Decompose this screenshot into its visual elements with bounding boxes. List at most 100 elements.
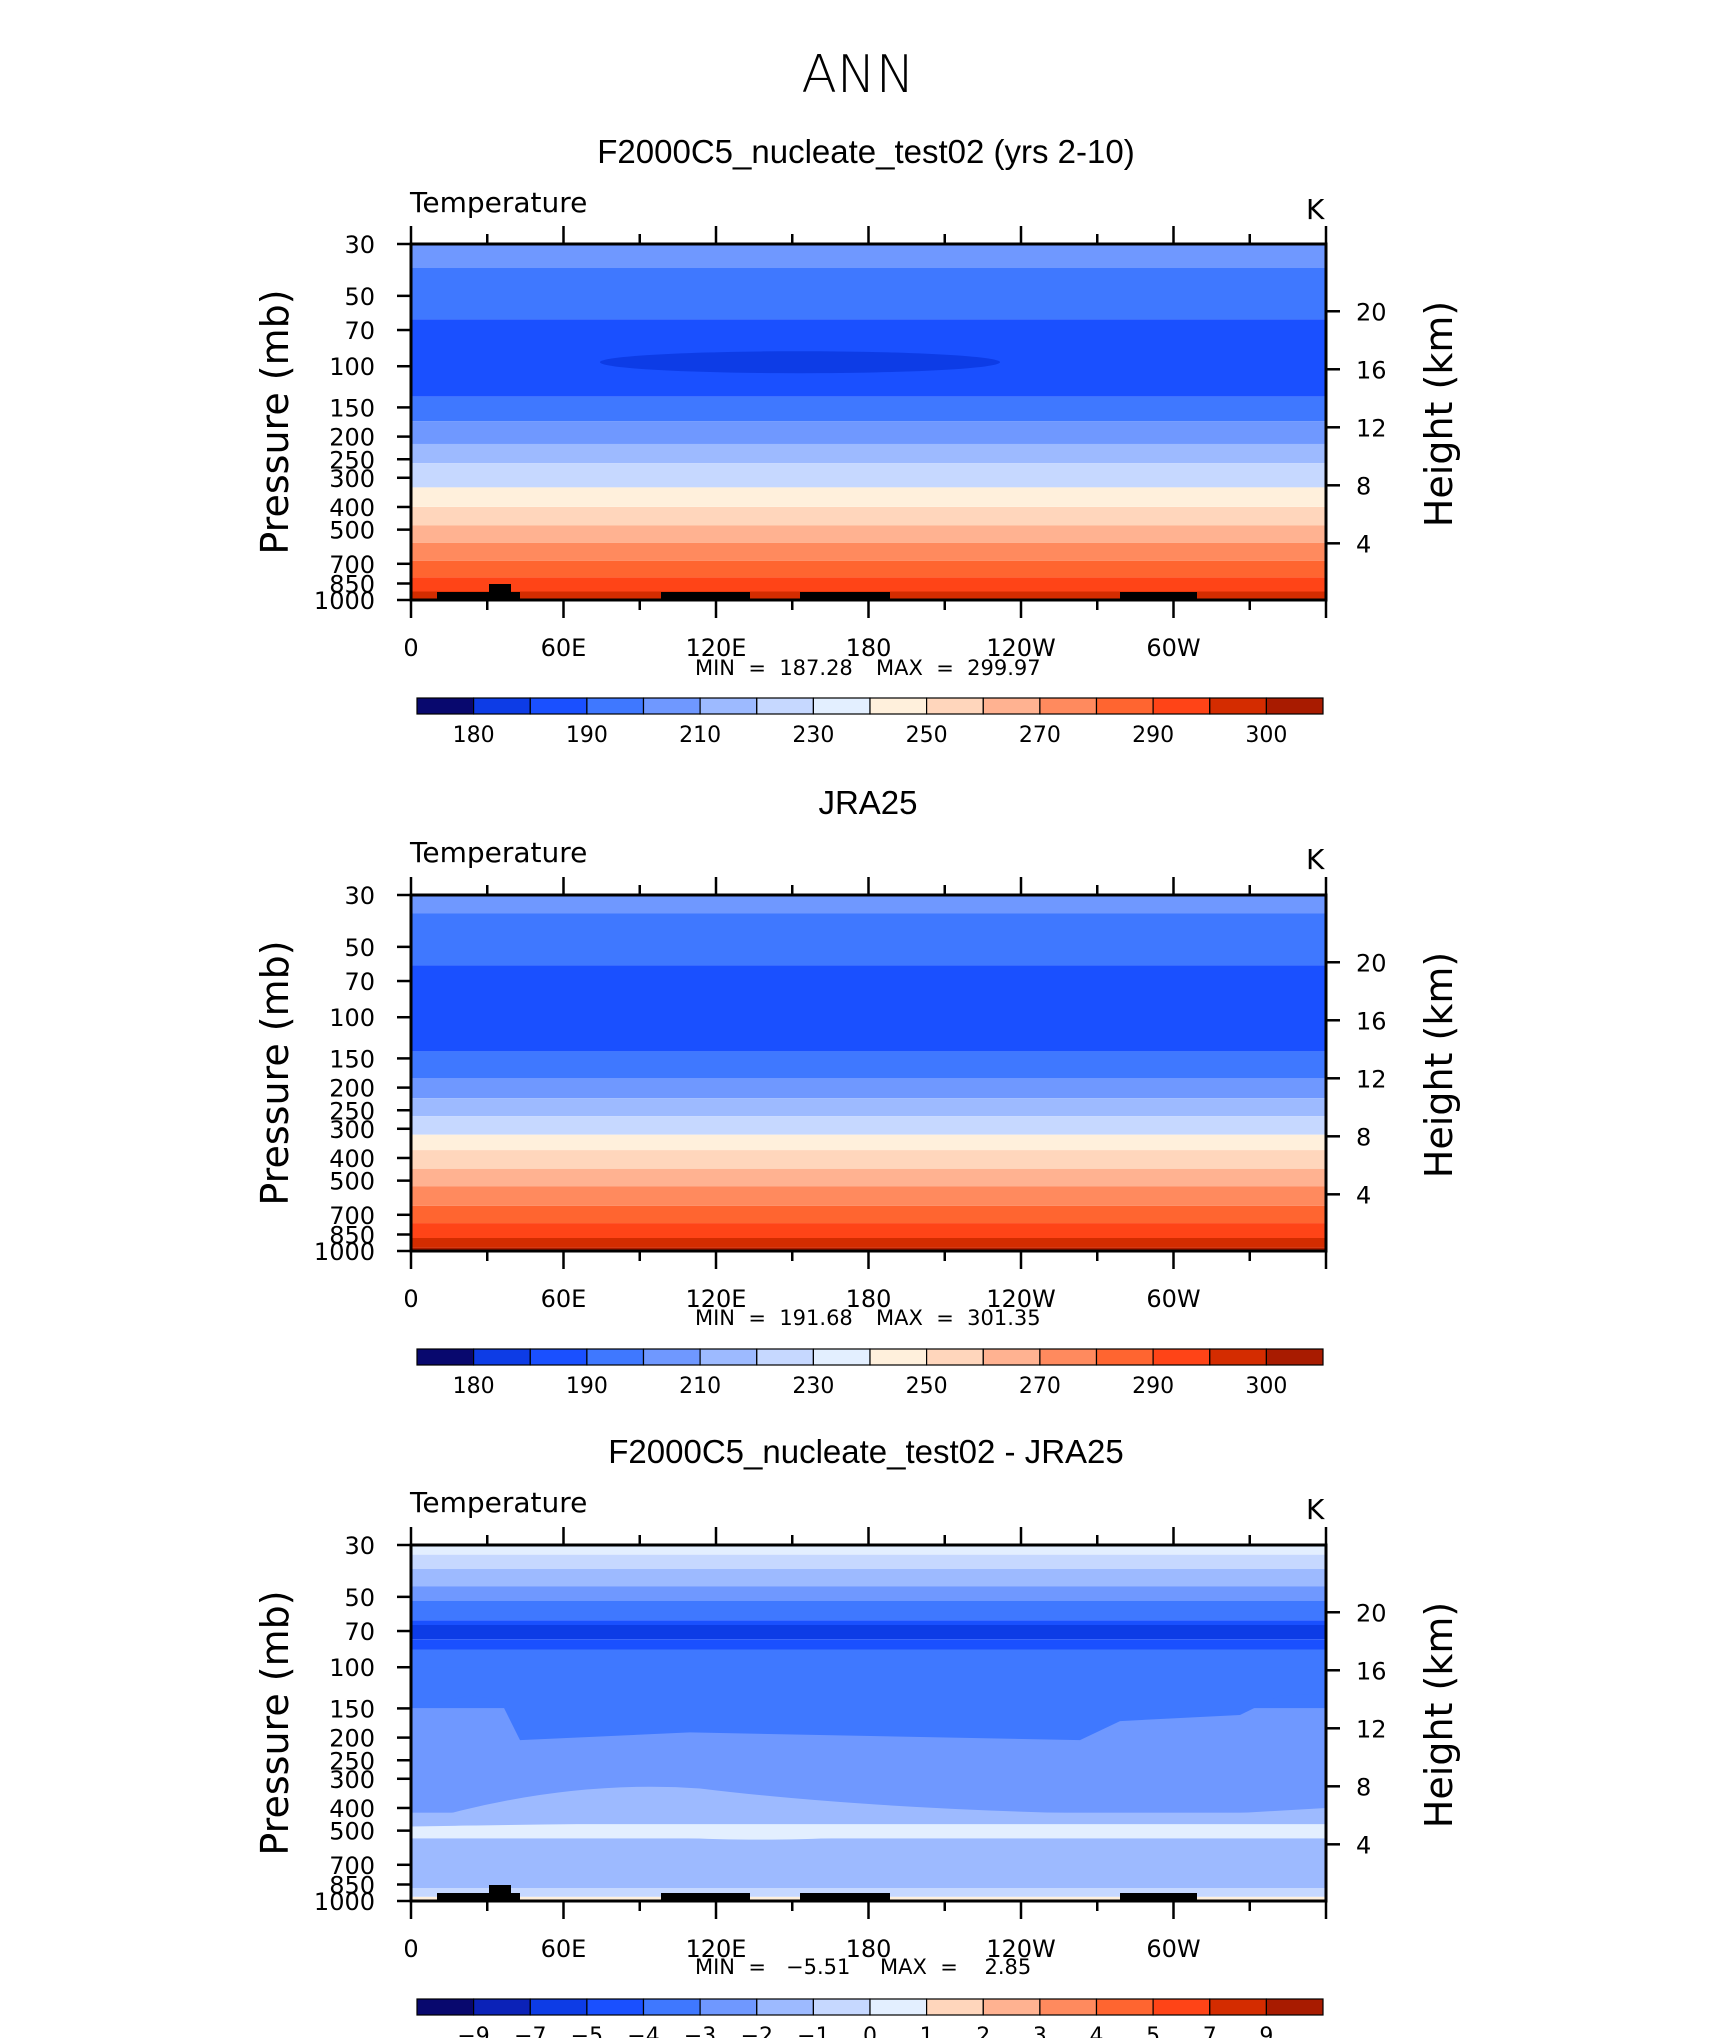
y-tick-label: 50: [344, 934, 375, 962]
height-tick-label: 12: [1356, 1065, 1387, 1093]
contour-band: [411, 542, 1326, 561]
y-tick-label: 30: [344, 1532, 375, 1560]
colorbar-box: [982, 1998, 1041, 2016]
right-axis-title: Height (km): [1417, 952, 1461, 1178]
units-label: K: [1306, 193, 1325, 226]
panel-title: F2000C5_nucleate_test02 - JRA25: [608, 1433, 1124, 1470]
colorbar-box: [812, 697, 871, 715]
height-tick-label: 20: [1356, 949, 1387, 977]
height-tick-label: 4: [1356, 530, 1371, 558]
y-tick-label: 250: [329, 1747, 375, 1775]
y-tick-label: 1000: [314, 587, 375, 615]
topography-mask: [1120, 1893, 1197, 1901]
panel-title: F2000C5_nucleate_test02 (yrs 2-10): [597, 133, 1134, 170]
contour-band: [411, 1078, 1326, 1099]
colorbar-box: [869, 1998, 928, 2016]
topography-mask: [800, 1893, 890, 1901]
colorbar-label: 190: [566, 723, 608, 748]
cold-tropopause-region: [600, 351, 1000, 374]
colorbar-box: [642, 1998, 701, 2016]
colorbar-box: [529, 1998, 588, 2016]
contour-band: [411, 965, 1326, 1052]
y-tick-label: 300: [329, 1766, 375, 1794]
height-tick-label: 4: [1356, 1831, 1371, 1859]
height-tick-label: 20: [1356, 298, 1387, 326]
y-tick-label: 850: [329, 571, 375, 599]
colorbar-label: 180: [453, 1374, 495, 1399]
difference-contour: [980, 1827, 1220, 1838]
colorbar-box: [1152, 1998, 1211, 2016]
topography-mask: [437, 592, 520, 600]
x-tick-label: 180: [846, 1935, 892, 1963]
colorbar-box: [1152, 1348, 1211, 1366]
y-tick-label: 400: [329, 1145, 375, 1173]
y-tick-label: 1000: [314, 1888, 375, 1916]
y-tick-label: 150: [329, 1045, 375, 1073]
colorbar-box: [1095, 1348, 1154, 1366]
colorbar-box: [982, 697, 1041, 715]
colorbar-box: [925, 1998, 984, 2016]
figure-title: ANN: [801, 45, 914, 105]
y-axis-title: Pressure (mb): [253, 1590, 297, 1855]
difference-contour: [430, 1825, 510, 1836]
contour-band: [411, 1116, 1326, 1135]
colorbar-box: [473, 1348, 531, 1366]
difference-contour: [650, 1825, 870, 1840]
colorbar-box: [1039, 1348, 1098, 1366]
units-label: K: [1306, 1493, 1325, 1526]
colorbar-box: [416, 1998, 475, 2016]
y-tick-label: 70: [344, 317, 375, 345]
colorbar-box: [812, 1348, 871, 1366]
height-tick-label: 16: [1356, 1657, 1387, 1685]
colorbar-label: −4: [627, 2024, 659, 2038]
x-tick-label: 120E: [686, 634, 747, 662]
colorbar-box: [1209, 1348, 1268, 1366]
colorbar-label: 180: [453, 723, 495, 748]
topography-mask: [489, 584, 511, 600]
y-tick-label: 250: [329, 446, 375, 474]
contour-band: [411, 1247, 1326, 1251]
colorbar-box: [416, 697, 475, 715]
height-tick-label: 8: [1356, 1123, 1371, 1151]
y-axis-title: Pressure (mb): [253, 940, 297, 1205]
colorbar-label: 300: [1245, 1374, 1287, 1399]
x-tick-label: 0: [403, 1285, 418, 1313]
min-label: MIN = 187.28: [695, 656, 853, 680]
colorbar-label: 300: [1245, 723, 1287, 748]
y-tick-label: 150: [329, 1695, 375, 1723]
contour-band: [411, 577, 1326, 592]
colorbar-label: −9: [457, 2024, 489, 2038]
y-tick-label: 30: [344, 231, 375, 259]
colorbar-box: [586, 697, 645, 715]
height-tick-label: 4: [1356, 1181, 1371, 1209]
colorbar-label: −5: [571, 2024, 603, 2038]
y-tick-label: 100: [329, 1004, 375, 1032]
colorbar-label: 230: [792, 723, 834, 748]
y-tick-label: 500: [329, 1168, 375, 1196]
colorbar-label: 1: [920, 2024, 934, 2038]
difference-contour: [411, 1786, 1326, 1827]
topography-mask: [661, 592, 750, 600]
colorbar-label: 0: [863, 2024, 877, 2038]
max-label: MAX = 299.97: [876, 656, 1041, 680]
contour-band: [411, 1586, 1326, 1601]
y-tick-label: 150: [329, 394, 375, 422]
colorbar-box: [812, 1998, 871, 2016]
y-tick-label: 70: [344, 968, 375, 996]
colorbar-label: 230: [792, 1374, 834, 1399]
max-label: MAX = 301.35: [876, 1306, 1041, 1330]
x-tick-label: 60W: [1146, 634, 1200, 662]
contour-band: [411, 1838, 1326, 1888]
topography-mask: [1120, 592, 1197, 600]
colorbar-box: [1265, 697, 1324, 715]
colorbar-box: [1209, 697, 1268, 715]
colorbar-box: [699, 1998, 758, 2016]
colorbar-label: 290: [1132, 1374, 1174, 1399]
colorbar-label: 270: [1019, 723, 1061, 748]
contour-band: [411, 1134, 1326, 1151]
min-label: MIN = 191.68: [695, 1306, 853, 1330]
colorbar-box: [869, 1348, 928, 1366]
y-tick-label: 400: [329, 494, 375, 522]
y-tick-label: 1000: [314, 1238, 375, 1266]
colorbar-box: [756, 1998, 814, 2016]
